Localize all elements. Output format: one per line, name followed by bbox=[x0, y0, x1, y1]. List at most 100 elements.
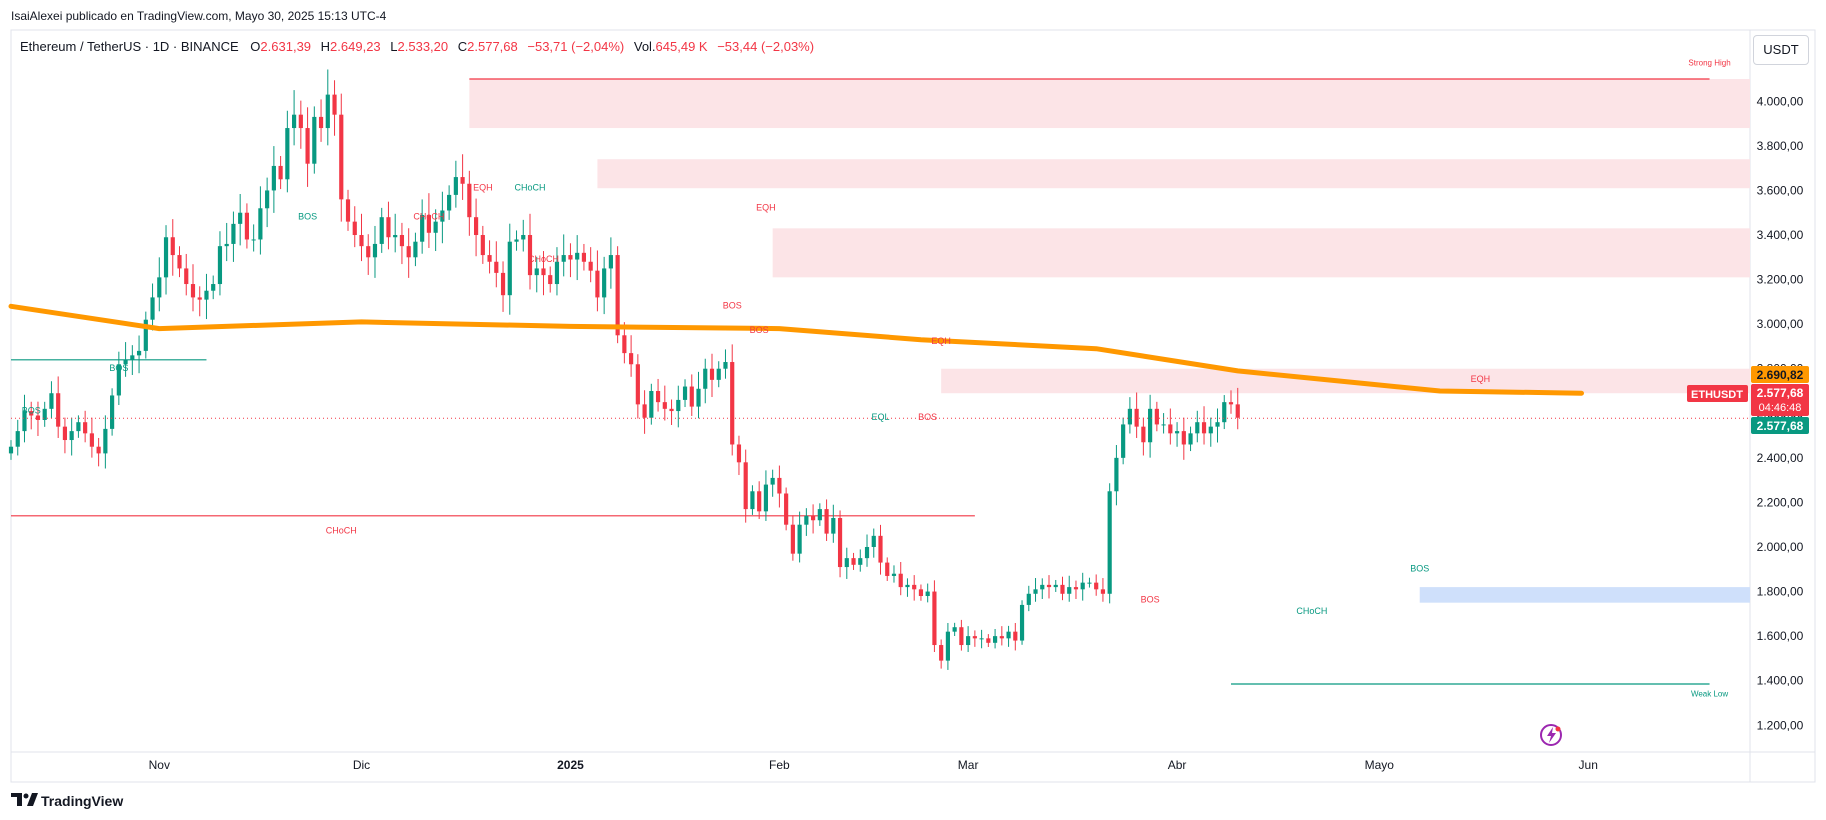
candle-body bbox=[197, 297, 202, 300]
chart-frame bbox=[10, 29, 1816, 783]
price-axis[interactable]: 1.200,00 1.400,00 1.600,00 1.800,00 2.000,00… bbox=[1757, 50, 1804, 733]
candle-body bbox=[1154, 408, 1159, 425]
time-tick-label: Mar bbox=[958, 758, 979, 772]
candle-body bbox=[642, 404, 647, 418]
annotation-label-11: EQL bbox=[871, 412, 889, 422]
high-value: 2.649,23 bbox=[330, 39, 381, 54]
candle-body bbox=[22, 411, 27, 432]
candle-body bbox=[878, 535, 883, 563]
candle-body bbox=[999, 636, 1004, 639]
candle-body bbox=[723, 362, 728, 369]
candle-body bbox=[318, 116, 324, 129]
candle-body bbox=[972, 636, 977, 639]
candle-body bbox=[231, 223, 236, 244]
tradingview-brand: TradingView bbox=[41, 793, 123, 809]
candle-body bbox=[177, 255, 182, 269]
candle-body bbox=[1195, 422, 1200, 434]
tradingview-logo-icon bbox=[11, 793, 38, 806]
candle-body bbox=[716, 368, 721, 380]
candle-body bbox=[736, 444, 742, 463]
candle-body bbox=[1013, 631, 1018, 641]
candle-body bbox=[986, 638, 991, 643]
annotation-label-6: CHoCH bbox=[528, 254, 559, 264]
time-axis[interactable]: Nov Dic 2025 Feb Mar Abr Mayo Jun bbox=[149, 758, 1598, 772]
legend-row: Ethereum / TetherUS · 1D · BINANCE O2.63… bbox=[20, 39, 814, 54]
candle-body bbox=[649, 391, 654, 418]
candle-body bbox=[83, 422, 88, 434]
candle-body bbox=[386, 217, 391, 238]
candle-body bbox=[157, 277, 162, 298]
candle-body bbox=[238, 212, 243, 224]
change-value: −53,71 (−2,04%) bbox=[527, 39, 624, 54]
candle-body bbox=[595, 270, 600, 298]
candle-body bbox=[925, 591, 930, 597]
candle-body bbox=[945, 631, 950, 661]
candle-body bbox=[1188, 433, 1193, 445]
candle-body bbox=[339, 114, 344, 200]
candle-body bbox=[784, 493, 789, 525]
candle-body bbox=[1235, 404, 1240, 418]
candle-body bbox=[1181, 431, 1186, 445]
candle-body bbox=[898, 573, 903, 588]
candle-body bbox=[298, 114, 303, 129]
annotation-label-10: EQH bbox=[931, 336, 951, 346]
candle-body bbox=[588, 261, 593, 271]
candle-body bbox=[817, 509, 822, 521]
candle-body bbox=[110, 395, 115, 429]
candle-body bbox=[730, 362, 735, 445]
supply-zone-1 bbox=[597, 159, 1750, 189]
candles-layer bbox=[8, 69, 1240, 670]
time-tick-label: 2025 bbox=[557, 758, 584, 772]
close-label: C bbox=[458, 39, 467, 54]
candle-body bbox=[629, 353, 634, 365]
candle-body bbox=[265, 190, 270, 209]
open-label: O bbox=[250, 39, 260, 54]
candle-body bbox=[170, 237, 175, 256]
price-tick-label: 3.000,00 bbox=[1757, 317, 1804, 331]
candle-body bbox=[521, 235, 526, 240]
annotation-label-4: EQH bbox=[473, 182, 493, 192]
lightning-icon[interactable] bbox=[1540, 724, 1562, 746]
candle-body bbox=[453, 177, 458, 195]
candle-body bbox=[332, 94, 337, 115]
annotation-label-3: CHoCH bbox=[413, 211, 444, 221]
candle-body bbox=[939, 645, 944, 661]
candle-body bbox=[96, 446, 101, 454]
candle-body bbox=[447, 194, 452, 211]
time-tick-label: Mayo bbox=[1365, 758, 1395, 772]
candle-body bbox=[467, 183, 472, 218]
candle-body bbox=[608, 255, 613, 269]
candle-body bbox=[413, 241, 418, 258]
candle-body bbox=[1148, 408, 1153, 443]
candle-body bbox=[136, 350, 142, 356]
candle-body bbox=[190, 284, 196, 298]
price-tick-label: 1.800,00 bbox=[1757, 585, 1804, 599]
ma-price-tag-text: 2.690,82 bbox=[1757, 368, 1804, 382]
candle-body bbox=[575, 252, 580, 260]
candle-body bbox=[15, 431, 20, 447]
candle-body bbox=[743, 462, 748, 510]
candle-body bbox=[844, 558, 849, 568]
candle-body bbox=[366, 246, 371, 258]
candle-body bbox=[278, 165, 283, 180]
candle-body bbox=[1121, 424, 1126, 458]
candle-body bbox=[1026, 593, 1031, 605]
candle-body bbox=[669, 408, 674, 412]
candle-body bbox=[1046, 584, 1052, 588]
time-tick-label: Abr bbox=[1168, 758, 1187, 772]
candle-body bbox=[123, 359, 128, 365]
candle-body bbox=[1201, 422, 1207, 434]
candle-body bbox=[130, 355, 135, 360]
candle-body bbox=[89, 433, 94, 447]
candle-body bbox=[305, 128, 310, 164]
annotation-label-15: CHoCH bbox=[1296, 606, 1327, 616]
symbol-price-tag: ETHUSDT 2.577,68 04:46:48 bbox=[1687, 384, 1809, 416]
candle-body bbox=[602, 268, 607, 298]
annotation-label-13: CHoCH bbox=[326, 526, 357, 536]
candle-body bbox=[777, 477, 782, 494]
candle-body bbox=[534, 268, 539, 276]
ma-200-line bbox=[8, 303, 1584, 396]
currency-button[interactable]: USDT bbox=[1753, 35, 1809, 65]
candle-body bbox=[393, 235, 398, 238]
